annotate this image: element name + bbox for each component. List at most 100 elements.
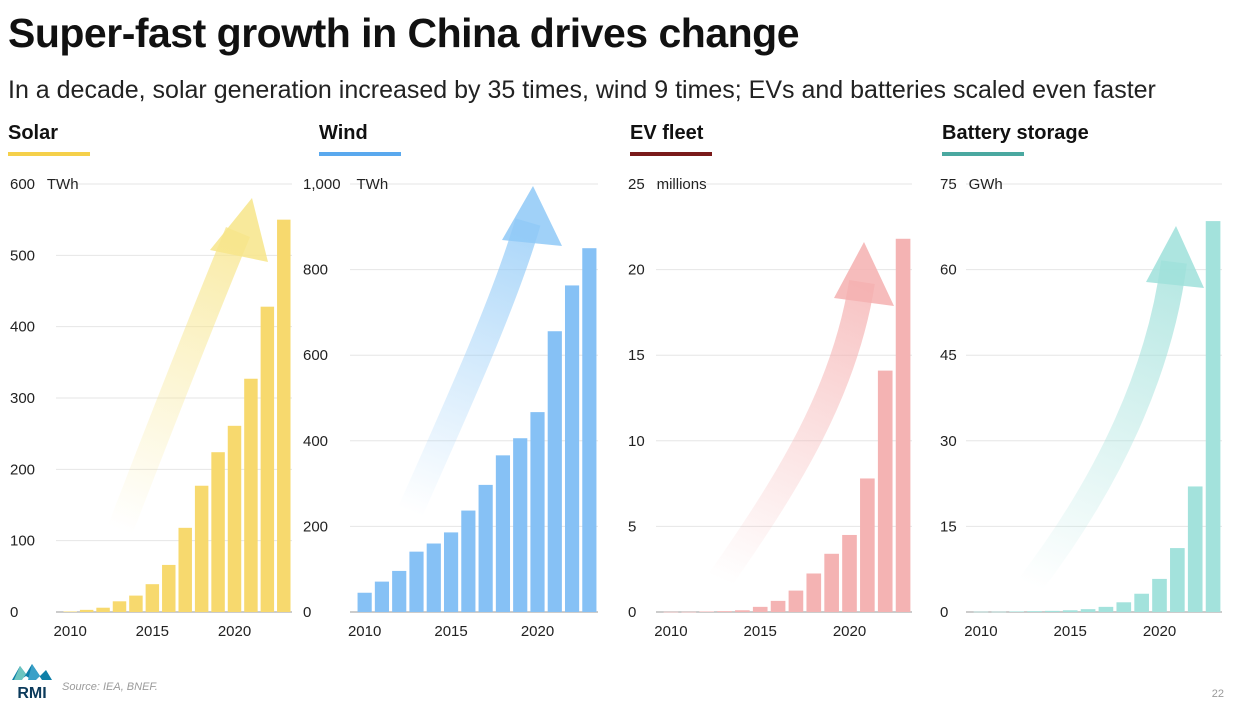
bar xyxy=(877,370,893,612)
bar xyxy=(1187,486,1203,612)
bar xyxy=(426,543,441,612)
y-tick-label: 30 xyxy=(940,433,957,450)
panel-underline-ev-fleet xyxy=(630,152,712,156)
bar xyxy=(1027,611,1042,612)
bar xyxy=(461,510,476,612)
bar xyxy=(1152,578,1167,612)
y-tick-label: 60 xyxy=(940,262,957,279)
bar xyxy=(409,551,424,612)
x-tick-label: 2010 xyxy=(348,623,381,640)
panel-title-ev-fleet: EV fleet xyxy=(630,122,704,144)
y-tick-label: 400 xyxy=(303,433,328,450)
y-tick-label: 1,000 xyxy=(303,176,341,193)
bar xyxy=(770,600,786,612)
x-tick-label: 2020 xyxy=(218,623,251,640)
bar xyxy=(227,425,242,612)
bar xyxy=(357,592,372,612)
growth-arrow-head xyxy=(502,186,562,246)
bar xyxy=(513,438,528,612)
panel-title-battery-storage: Battery storage xyxy=(942,122,1089,144)
x-tick-label: 2010 xyxy=(964,623,997,640)
y-tick-label: 0 xyxy=(10,604,18,621)
bar xyxy=(145,584,160,612)
growth-arrow-shaft xyxy=(398,218,541,518)
bar xyxy=(806,573,822,612)
x-tick-label: 2020 xyxy=(833,623,866,640)
rmi-logo-text: RMI xyxy=(17,685,46,700)
bar xyxy=(392,570,407,612)
y-tick-label: 600 xyxy=(10,176,35,193)
y-tick-label: 15 xyxy=(628,347,645,364)
source-note: Source: IEA, BNEF. xyxy=(62,681,158,693)
bar xyxy=(530,412,545,612)
bar xyxy=(699,611,714,612)
bar xyxy=(752,606,768,612)
bar xyxy=(63,611,77,613)
bar xyxy=(112,601,127,612)
x-tick-label: 2020 xyxy=(521,623,554,640)
y-tick-label: 5 xyxy=(628,518,636,535)
chart-solar: 0 100 200 300 400 500 600 TWh 2010 2015 2020 xyxy=(10,176,292,640)
bar xyxy=(547,331,562,612)
bar xyxy=(1080,609,1096,612)
y-tick-label: 300 xyxy=(10,390,35,407)
bar xyxy=(717,611,732,612)
bar xyxy=(973,611,989,613)
y-tick-label: 200 xyxy=(303,518,328,535)
unit-label: GWh xyxy=(969,176,1003,193)
bar xyxy=(681,611,697,613)
y-tick-label: 15 xyxy=(940,518,957,535)
bar xyxy=(1205,221,1221,613)
bar xyxy=(443,532,459,612)
bar xyxy=(895,238,911,612)
bar xyxy=(129,595,143,612)
x-tick-label: 2015 xyxy=(136,623,169,640)
x-tick-label: 2010 xyxy=(54,623,87,640)
bar xyxy=(1134,593,1149,612)
bar xyxy=(178,527,192,612)
bar xyxy=(162,564,176,612)
growth-arrow-head xyxy=(1146,226,1204,288)
y-tick-label: 0 xyxy=(940,604,948,621)
panel-title-solar: Solar xyxy=(8,122,59,144)
bar xyxy=(991,611,1007,613)
unit-label: millions xyxy=(657,176,707,193)
bar xyxy=(79,609,94,612)
y-tick-label: 100 xyxy=(10,533,35,550)
growth-arrow-shaft xyxy=(1019,260,1187,593)
x-tick-label: 2020 xyxy=(1143,623,1176,640)
chart-battery-storage: 0 15 30 45 60 75 GWh 2010 2015 2020 xyxy=(940,176,1222,640)
bar xyxy=(495,455,511,612)
y-tick-label: 500 xyxy=(10,247,35,264)
bar xyxy=(478,484,493,612)
x-tick-label: 2015 xyxy=(744,623,777,640)
panel-title-wind: Wind xyxy=(319,122,368,144)
y-tick-label: 10 xyxy=(628,433,645,450)
growth-arrow-head xyxy=(210,198,268,262)
y-tick-label: 0 xyxy=(628,604,636,621)
bar xyxy=(260,306,275,612)
bar xyxy=(277,219,291,612)
bar xyxy=(1116,602,1132,612)
page-number: 22 xyxy=(1211,688,1224,700)
bar xyxy=(582,248,597,612)
y-tick-label: 400 xyxy=(10,319,35,336)
y-tick-label: 600 xyxy=(303,347,328,364)
x-tick-label: 2015 xyxy=(434,623,467,640)
panel-underline-solar xyxy=(8,152,90,156)
page-title: Super-fast growth in China drives change xyxy=(8,10,800,56)
bar xyxy=(842,534,857,612)
y-tick-label: 200 xyxy=(10,461,35,478)
y-tick-label: 45 xyxy=(940,347,957,364)
bar xyxy=(788,590,804,612)
bar xyxy=(824,553,839,612)
panel-underline-battery-storage xyxy=(942,152,1024,156)
growth-arrow-head xyxy=(834,242,894,306)
chart-wind: 0 200 400 600 800 1,000 TWh 2010 2015 2020 xyxy=(303,176,598,640)
bar xyxy=(860,478,875,612)
bar xyxy=(211,452,225,612)
bar xyxy=(735,610,750,612)
rmi-logo: RMI xyxy=(12,664,52,700)
bar xyxy=(244,378,258,612)
